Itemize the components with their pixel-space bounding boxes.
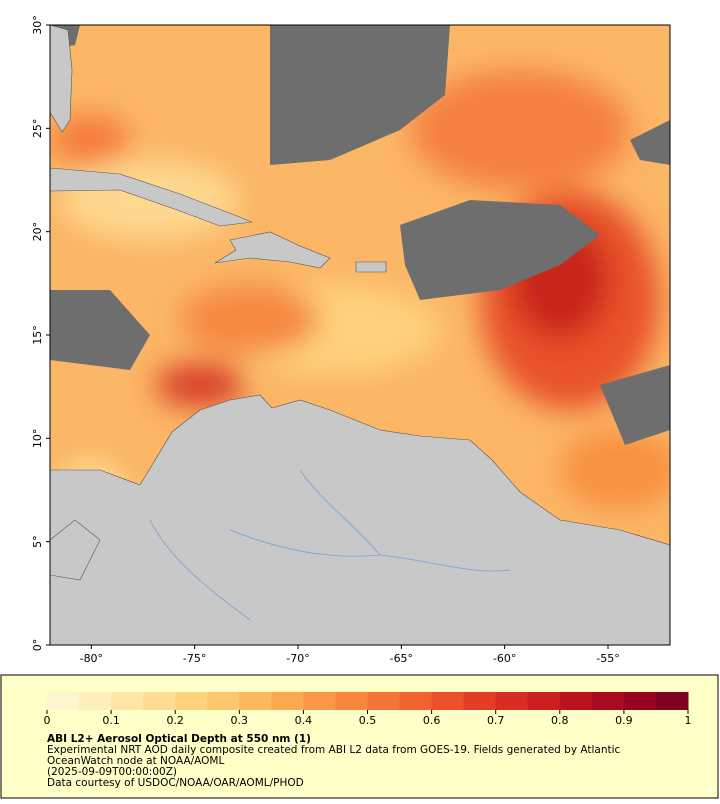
x-tick-label: -75° <box>183 652 206 665</box>
land <box>50 25 670 645</box>
colorbar-segment <box>431 692 465 710</box>
x-tick-label: -55° <box>596 652 619 665</box>
y-tick-label: 15° <box>31 325 44 345</box>
colorbar-segment <box>111 692 144 710</box>
y-tick-label: 20° <box>31 222 44 242</box>
colorbar-segment <box>239 692 272 710</box>
colorbar-segment <box>367 692 401 710</box>
colorbar-segment <box>143 692 176 710</box>
colorbar-segment <box>591 692 625 710</box>
y-tick-label: 25° <box>31 119 44 139</box>
x-tick-label: -80° <box>80 652 103 665</box>
y-tick-label: 5° <box>31 535 44 548</box>
caption-line: Data courtesy of USDOC/NOAA/OAR/AOML/PHO… <box>47 777 304 789</box>
caption-line: (2025-09-09T00:00:00Z) <box>47 766 177 778</box>
colorbar-tick-label: 0.8 <box>551 714 569 727</box>
caption-title: ABI L2+ Aerosol Optical Depth at 550 nm … <box>47 733 311 745</box>
colorbar-tick-label: 0.4 <box>295 714 313 727</box>
x-tick-label: -65° <box>390 652 413 665</box>
rivers <box>149 469 511 621</box>
axes: -80° -75° -70° -65° -60° -55° 0° 5° 10° 15° 20° 25°… <box>31 15 620 665</box>
map-image <box>50 25 670 645</box>
y-tick-label: 30° <box>31 15 44 35</box>
colorbar-segment <box>271 692 304 710</box>
colorbar-tick-label: 0.2 <box>166 714 184 727</box>
colorbar-tick-label: 0.5 <box>359 714 377 727</box>
colorbar-segment <box>463 692 497 710</box>
colorbar-tick-label: 0.9 <box>615 714 633 727</box>
colorbar-tick-label: 0.7 <box>487 714 505 727</box>
x-tick-label: -70° <box>286 652 309 665</box>
colorbar-tick-label: 0.6 <box>423 714 441 727</box>
colorbar-tick-label: 0.3 <box>231 714 249 727</box>
caption-line: Experimental NRT AOD daily composite cre… <box>47 744 621 756</box>
colorbar-segment <box>527 692 561 710</box>
colorbar-segment <box>207 692 240 710</box>
y-tick-label: 10° <box>31 429 44 449</box>
colorbar-segment <box>559 692 593 710</box>
colorbar-segment <box>303 692 336 710</box>
colorbar-segment <box>623 692 657 710</box>
colorbar-tick-label: 1 <box>685 714 692 727</box>
colorbar-segment <box>175 692 208 710</box>
colorbar-segment <box>47 692 80 710</box>
caption-line: OceanWatch node at NOAA/AOML <box>47 755 224 767</box>
colorbar: 0 0.1 0.2 0.3 0.4 0.5 0.6 0.7 0.8 0.9 1 <box>44 692 692 727</box>
y-tick-label: 0° <box>31 639 44 652</box>
colorbar-segment <box>79 692 112 710</box>
colorbar-segment <box>335 692 368 710</box>
colorbar-tick-label: 0 <box>44 714 51 727</box>
colorbar-segment <box>399 692 433 710</box>
colorbar-segment <box>495 692 529 710</box>
colorbar-tick-label: 0.1 <box>102 714 120 727</box>
colorbar-segment <box>655 692 689 710</box>
x-tick-label: -60° <box>493 652 516 665</box>
